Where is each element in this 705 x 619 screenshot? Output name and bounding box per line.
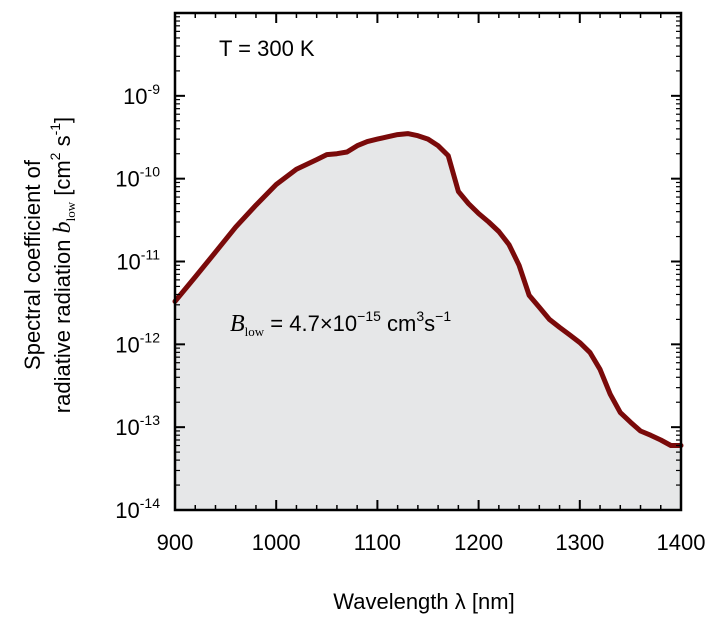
y-axis-title-unit-exp1: 2	[47, 152, 63, 160]
y-axis-title-subscript: low	[63, 201, 78, 221]
y-axis-title-line1: Spectral coefficient of	[20, 159, 45, 370]
b-low-unit-s: s	[424, 311, 435, 336]
x-tick-label: 900	[157, 530, 194, 555]
x-axis-title-unit: [nm]	[472, 589, 515, 614]
b-low-unit-exp1: 3	[416, 308, 424, 324]
y-axis-title-unit-exp2: -1	[47, 123, 63, 136]
x-tick-label: 1100	[354, 530, 401, 555]
plot-frame	[173, 11, 683, 512]
x-axis-title: Wavelength λ [nm]	[333, 589, 514, 614]
x-tick-label: 1400	[657, 530, 705, 555]
b-low-annotation: Blow = 4.7×10−15 cm3s−1	[230, 308, 451, 339]
y-axis-title-unit-open: [cm	[50, 160, 75, 195]
b-low-exponent: −15	[357, 308, 381, 324]
x-axis-title-text: Wavelength	[333, 589, 448, 614]
series-area-fill	[175, 133, 681, 510]
y-axis-title-line2: radiative radiation blow [cm2 s-1]	[47, 117, 78, 413]
b-low-value: = 4.7×10	[264, 311, 357, 336]
y-tick-label: 10-13	[115, 412, 160, 440]
series-line	[172, 131, 684, 448]
plot-area	[172, 11, 684, 512]
b-low-unit: cm	[381, 311, 416, 336]
temperature-annotation: T = 300 K	[219, 36, 315, 61]
b-low-symbol: B	[230, 311, 245, 337]
b-low-subscript: low	[245, 324, 265, 339]
y-axis-title-unit-s: s	[50, 135, 75, 152]
x-axis-title-symbol: λ	[455, 589, 466, 614]
y-axis-title-unit-close: ]	[50, 117, 75, 123]
y-tick-labels: 10-9 10-10 10-11 10-12 10-13 10-14	[115, 81, 160, 523]
y-tick-label: 10-9	[123, 81, 160, 109]
x-tick-labels: 900 1000 1100 1200 1300 1400	[157, 530, 705, 555]
x-tick-label: 1200	[454, 530, 503, 555]
y-tick-label: 10-14	[115, 495, 160, 523]
y-tick-label: 10-10	[115, 164, 160, 192]
b-low-unit-exp2: −1	[435, 308, 451, 324]
y-axis-title: Spectral coefficient of radiative radiat…	[20, 117, 78, 413]
y-axis-title-symbol: b	[50, 221, 76, 233]
x-tick-label: 1300	[555, 530, 604, 555]
x-tick-label: 1000	[252, 530, 301, 555]
y-axis-title-prefix: radiative radiation	[50, 240, 75, 414]
y-tick-label: 10-12	[115, 329, 160, 357]
y-tick-label: 10-11	[116, 247, 160, 275]
